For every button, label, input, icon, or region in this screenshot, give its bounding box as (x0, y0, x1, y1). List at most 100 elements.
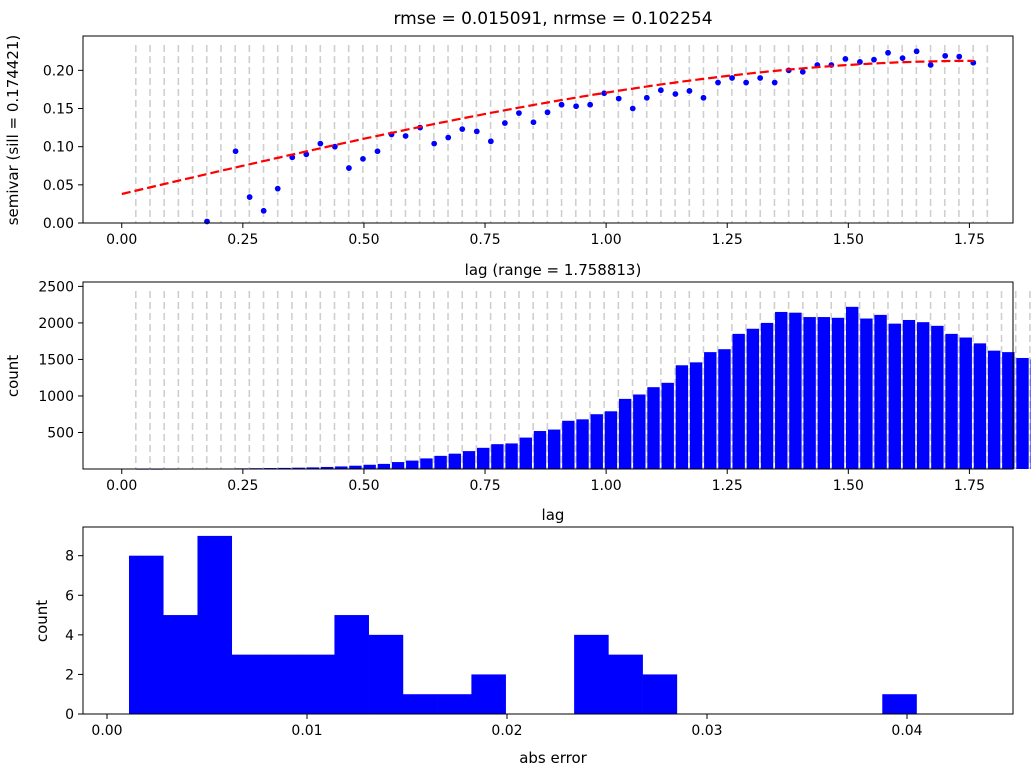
semivariance-point (714, 78, 722, 87)
lag-count-bar (320, 466, 334, 469)
lag-count-bar (462, 451, 476, 469)
semivariance-point (912, 47, 921, 55)
abs-error-bar (265, 654, 301, 714)
semivariance-point (841, 55, 850, 63)
x-axis-ticks-semivariogram: 0.00 0.25 0.50 0.75 1.00 1.25 1.50 1.75 (106, 223, 985, 248)
abs-error-bar (608, 654, 643, 714)
lag-count-bar (618, 398, 632, 469)
lag-count-bar (945, 333, 958, 469)
lag-count-bar (760, 322, 774, 469)
y-tick-label: 8 (65, 549, 74, 565)
abs-error-bar (300, 654, 335, 714)
semivariance-point (543, 108, 552, 117)
lag-count-bar (931, 325, 944, 469)
semivariance-point (586, 100, 594, 109)
lag-count-bar (902, 319, 916, 469)
abs-error-bar (368, 634, 404, 714)
semivariance-point (501, 119, 509, 127)
semivariance-point (473, 127, 481, 136)
plot-frame-lag-count (82, 281, 1014, 470)
y-tick-label: 0.00 (43, 216, 74, 232)
semivariance-point (316, 139, 325, 148)
semivariance-point (699, 94, 708, 102)
lag-count-bar (647, 387, 660, 469)
y-axis-label-abs-error: count (33, 600, 51, 642)
x-tick-label: 0.02 (491, 723, 522, 739)
semivariance-point (444, 133, 452, 142)
abs-error-bar (402, 694, 438, 714)
x-tick-label: 0.01 (291, 723, 322, 739)
x-tick-label: 1.75 (954, 232, 985, 248)
x-tick-label: 0.50 (348, 232, 379, 248)
lag-count-bar (860, 318, 873, 469)
y-tick-label: 0.15 (43, 102, 74, 118)
x-tick-label: 0.03 (691, 723, 722, 739)
semivariance-point (955, 52, 963, 61)
lag-count-bar (633, 394, 646, 469)
y-tick-label: 1500 (38, 352, 74, 368)
lag-count-bar (391, 462, 405, 469)
abs-error-bar (642, 674, 678, 714)
abs-error-bar (129, 555, 164, 714)
lag-count-bar (718, 349, 731, 469)
lag-count-bar (831, 317, 845, 469)
lag-count-bar (973, 343, 987, 469)
y-axis-label-semivariogram: semivar (sill = 0.174421) (4, 35, 22, 226)
lag-count-bar (959, 337, 972, 469)
semivariance-point (359, 155, 367, 163)
semivariance-point (430, 139, 438, 148)
lag-count-bar (505, 443, 518, 469)
plot-frame-abs-error (82, 526, 1014, 715)
abs-error-bar (334, 615, 369, 714)
lag-count-bar (1016, 357, 1029, 469)
lag-count-bar (576, 419, 589, 469)
x-tick-label: 0.04 (891, 723, 922, 739)
y-tick-label: 0 (65, 707, 74, 723)
semivariance-point (657, 86, 665, 94)
x-tick-label: 1.50 (833, 232, 864, 248)
semivariance-point (515, 109, 523, 117)
lag-count-bar (363, 464, 376, 469)
x-tick-label: 0.75 (469, 232, 500, 248)
abs-error-bar (197, 535, 233, 714)
semivariance-point (685, 87, 694, 95)
abs-error-bar (471, 674, 506, 714)
lag-count-bar (775, 311, 788, 469)
abs-error-bar (437, 694, 472, 714)
lag-count-bar (732, 333, 745, 469)
lag-count-bar (547, 429, 561, 469)
lag-count-bar (278, 467, 291, 469)
lag-count-bar (817, 317, 831, 469)
abs-error-bar (882, 694, 917, 714)
semivariance-point (756, 74, 764, 82)
y-tick-label: 6 (65, 588, 74, 604)
semivariance-point (231, 147, 240, 155)
semivariance-point (274, 184, 282, 193)
lag-count-bar (846, 306, 859, 469)
lag-count-bar (448, 453, 462, 469)
lag-count-bar (874, 314, 887, 469)
semivariance-point (884, 49, 892, 57)
x-axis-ticks-abs-error: 0.00 0.01 0.02 0.03 0.04 (91, 714, 923, 739)
semivariance-point (629, 104, 637, 113)
lag-count-bar (803, 317, 816, 469)
y-tick-label: 0.20 (43, 63, 74, 79)
y-tick-label: 2000 (38, 316, 74, 332)
x-tick-label: 0.75 (469, 478, 500, 494)
lag-count-bar (916, 322, 930, 469)
x-axis-label-lag-count: lag (542, 506, 565, 524)
lag-count-bar (590, 414, 603, 469)
semivariance-point (557, 100, 566, 109)
bin-edge-lines (134, 291, 1031, 469)
lag-count-bar (420, 458, 433, 469)
semivariance-point (345, 164, 353, 172)
semivariance-point (643, 94, 651, 102)
semivariance-point (728, 74, 736, 82)
semivariance-point (941, 52, 949, 60)
y-tick-label: 0.05 (43, 178, 74, 194)
lag-count-bar (335, 466, 348, 469)
lag-count-bar (1002, 352, 1015, 469)
x-tick-label: 0.25 (227, 478, 258, 494)
lag-count-bar (689, 362, 703, 469)
